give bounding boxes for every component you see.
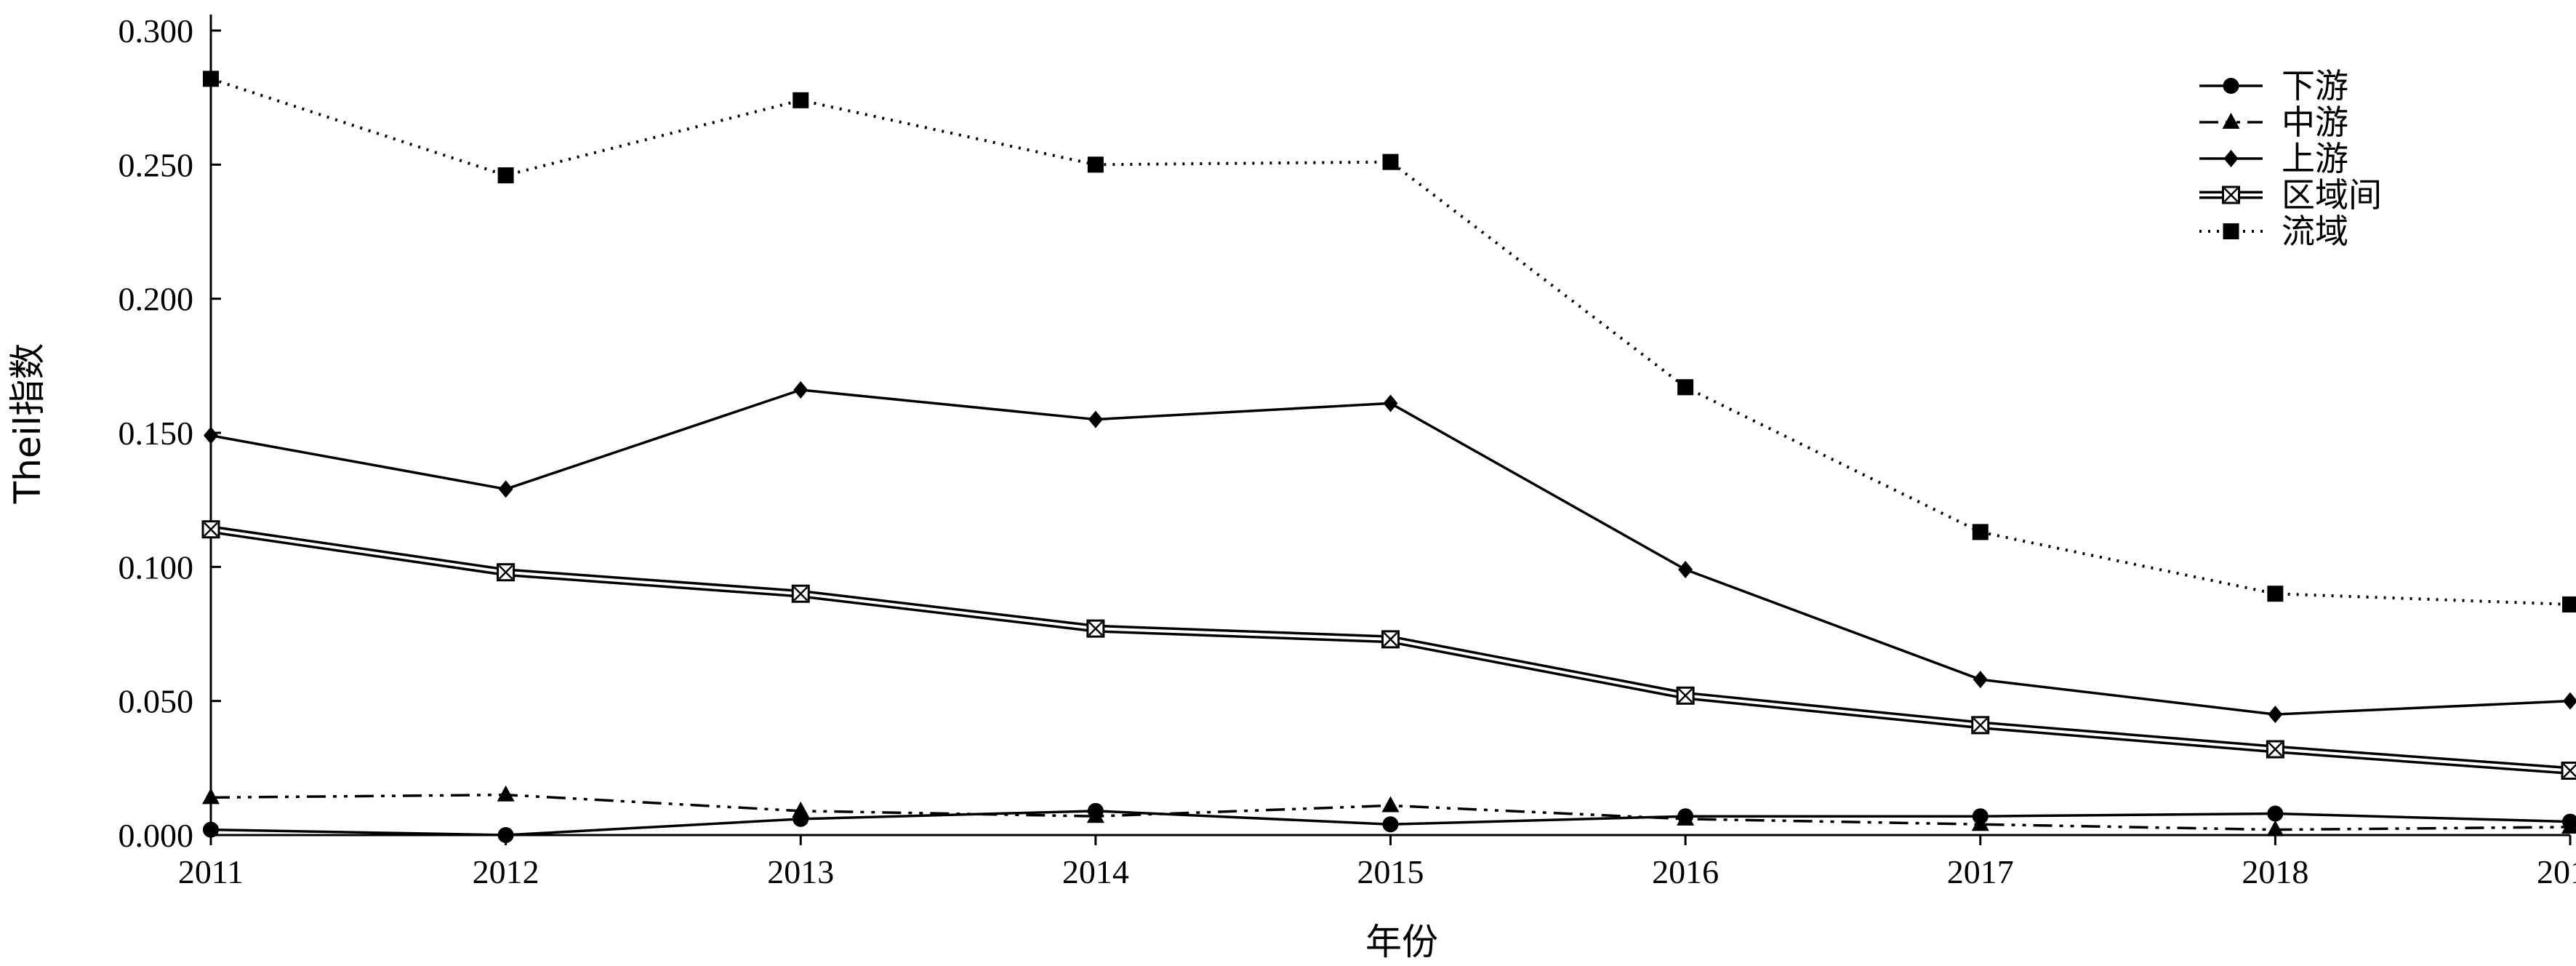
y-axis-title: Theil指数 [7, 343, 49, 505]
legend-entry: 区域间 [2199, 175, 2382, 215]
data-point-s2-2 [793, 381, 808, 399]
data-point-s2-5 [1678, 561, 1693, 579]
data-point-s3-5 [1676, 686, 1695, 705]
series-line-3-inner [211, 527, 2570, 773]
data-point-s1-7 [2266, 820, 2284, 837]
x-tick-label: 2018 [2242, 853, 2308, 890]
data-point-s3-7 [2266, 740, 2284, 759]
data-point-s2-7 [2268, 706, 2283, 724]
data-point-s3-3 [1086, 619, 1105, 638]
data-point-s2-1 [498, 480, 513, 498]
legend-entry: 流域 [2199, 212, 2348, 251]
data-point-s1-3 [1086, 807, 1104, 823]
y-tick-label: 0.000 [119, 817, 194, 854]
x-axis-title: 年份 [1365, 921, 1438, 963]
legend-entry: 下游 [2199, 66, 2348, 105]
data-point-s2-8 [2563, 692, 2576, 710]
x-tick-label: 2013 [767, 853, 834, 890]
legend-entry: 上游 [2199, 139, 2348, 178]
data-point-s4-2 [793, 92, 809, 108]
data-point-s1-5 [1677, 809, 1695, 826]
legend-marker-2 [2223, 150, 2239, 167]
data-point-s3-4 [1381, 630, 1400, 649]
data-point-s1-8 [2561, 817, 2576, 834]
data-point-s3-8 [2561, 762, 2576, 781]
x-tick-label: 2015 [1357, 853, 1424, 890]
y-tick-label: 0.300 [119, 12, 194, 49]
x-tick-label: 2016 [1652, 853, 1719, 890]
legend-label: 上游 [2282, 139, 2348, 178]
data-point-s0-0 [203, 821, 219, 838]
series-line-4 [211, 77, 2570, 606]
y-tick-label: 0.250 [119, 146, 194, 183]
legend-entry: 中游 [2199, 103, 2348, 142]
legend-marker-0 [2223, 78, 2239, 94]
y-tick-label: 0.050 [119, 683, 194, 720]
data-point-s4-3 [1087, 156, 1104, 173]
data-point-s2-3 [1088, 410, 1103, 428]
y-tick-label: 0.150 [119, 415, 194, 452]
data-point-s4-4 [1382, 153, 1399, 170]
x-tick-label: 2012 [473, 853, 539, 890]
legend-marker-1 [2222, 113, 2240, 129]
data-point-s3-2 [791, 584, 810, 603]
data-point-s3-6 [1971, 716, 1990, 735]
legend-label: 中游 [2282, 103, 2348, 142]
data-point-s4-5 [1677, 379, 1694, 396]
data-point-s3-1 [497, 563, 515, 582]
data-point-s2-0 [204, 426, 218, 444]
y-tick-label: 0.100 [119, 548, 194, 586]
legend-marker-3 [2222, 185, 2240, 204]
data-point-s0-7 [2267, 805, 2284, 822]
legend-marker-4 [2223, 223, 2239, 239]
data-point-s1-6 [1971, 815, 1989, 831]
legend-label: 流域 [2282, 212, 2348, 251]
data-point-s4-7 [2267, 586, 2284, 602]
data-point-s4-1 [497, 167, 514, 184]
data-point-s2-6 [1973, 671, 1988, 689]
x-tick-label: 2011 [178, 853, 244, 890]
data-point-s1-4 [1381, 796, 1400, 813]
data-point-s2-4 [1383, 394, 1398, 412]
data-point-s0-1 [497, 827, 514, 843]
y-tick-label: 0.200 [119, 281, 194, 318]
data-point-s4-0 [203, 71, 219, 87]
x-tick-label: 2017 [1947, 853, 2014, 890]
legend-label: 区域间 [2282, 175, 2382, 215]
x-tick-label: 2014 [1062, 853, 1129, 890]
data-point-s1-2 [792, 801, 810, 818]
data-point-s4-8 [2562, 596, 2576, 612]
series-line-3 [211, 525, 2570, 775]
legend-label: 下游 [2282, 66, 2348, 105]
x-tick-label: 2019 [2537, 853, 2576, 890]
data-point-s1-0 [202, 788, 220, 805]
data-point-s4-6 [1972, 524, 1989, 540]
data-point-s0-4 [1382, 816, 1399, 833]
series-line-2 [211, 388, 2570, 716]
data-point-s3-0 [201, 520, 220, 539]
data-point-s1-1 [497, 785, 515, 802]
